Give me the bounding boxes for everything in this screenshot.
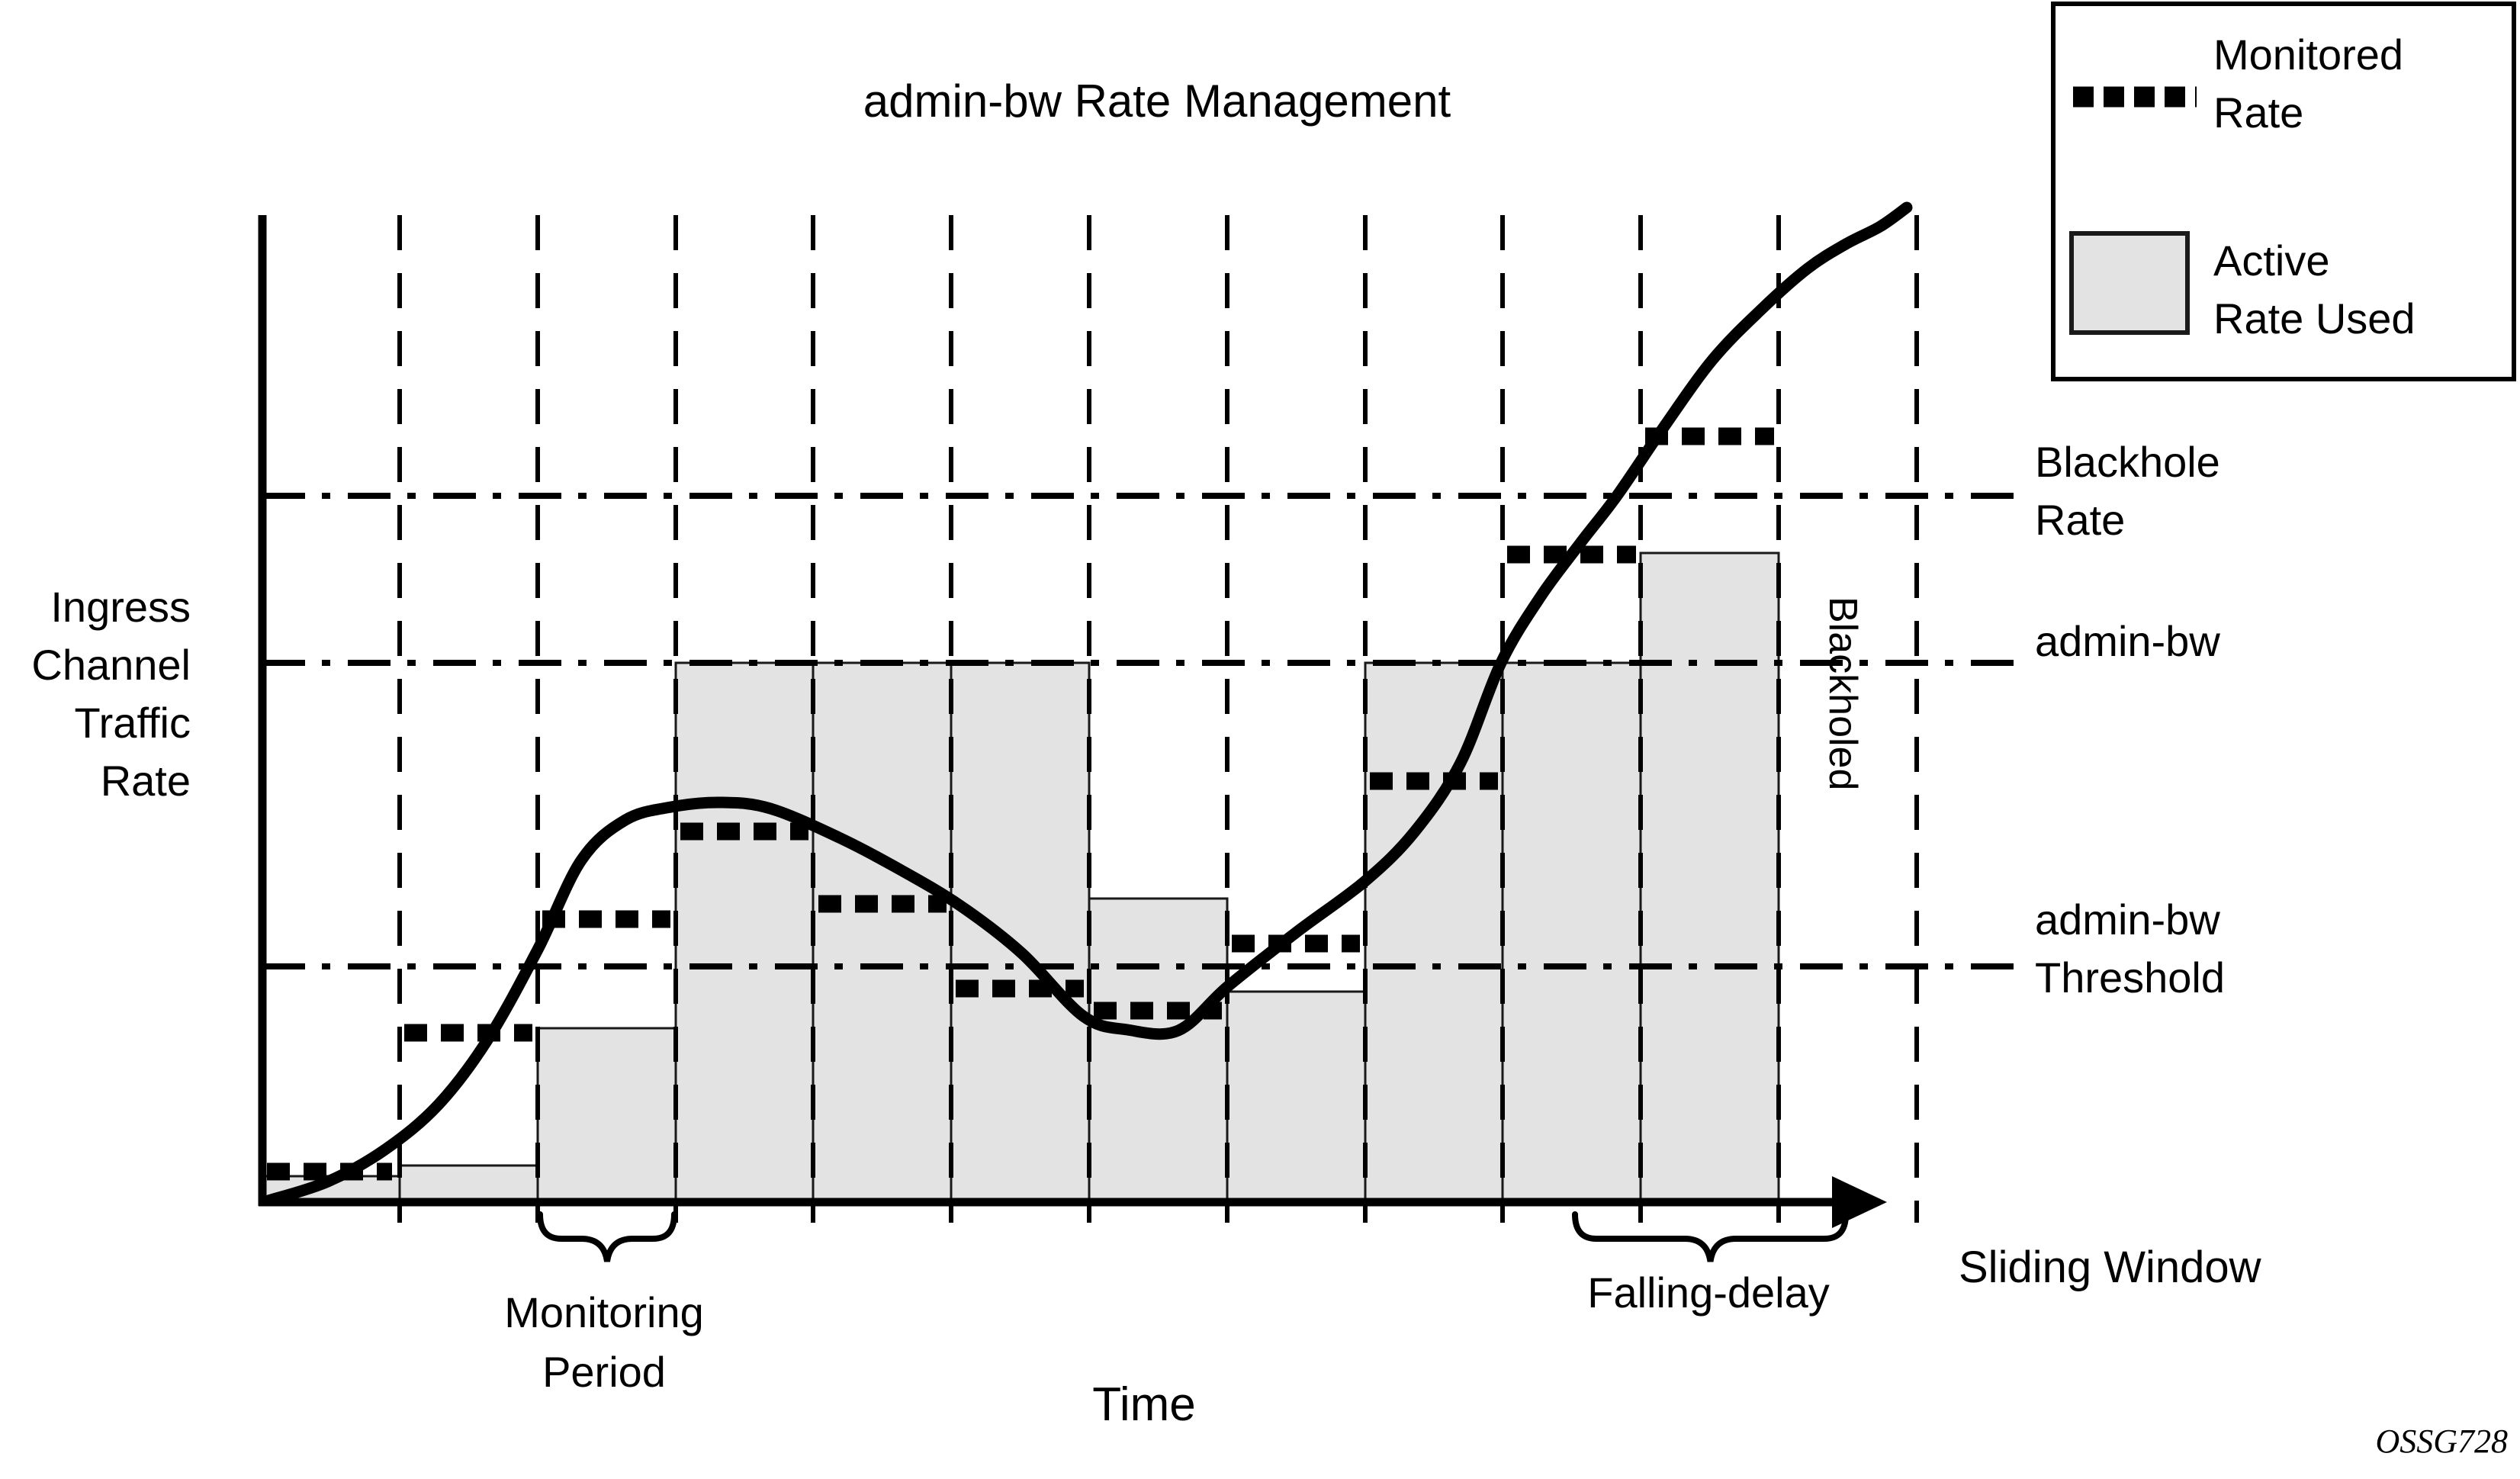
y-axis-label-line: Channel — [31, 641, 191, 689]
brace — [1572, 1211, 1849, 1262]
active-rate-bar — [674, 661, 815, 1206]
sliding-window-label: Sliding Window — [1959, 1243, 2261, 1292]
y-axis-label-line: Traffic — [74, 699, 191, 747]
x-axis-label: Time — [1092, 1378, 1196, 1431]
legend-box — [2051, 2, 2516, 381]
legend-item-active-rate-used: Active Rate Used — [2213, 236, 2416, 342]
admin-bw-label: admin-bw — [2035, 617, 2220, 665]
active-rate-bar — [536, 1027, 677, 1206]
legend-item-monitored-rate: Monitored Rate — [2213, 31, 2404, 137]
falling-delay-label: Falling-delay — [1587, 1268, 1830, 1317]
traffic-rate-curve — [262, 201, 1913, 1207]
active-rate-bar — [1226, 990, 1367, 1206]
y-axis-label-line: Ingress — [50, 583, 191, 631]
brace — [537, 1211, 677, 1262]
blackhole-rate-label: Blackhole Rate — [2035, 438, 2220, 544]
x-axis-arrowhead — [1832, 1176, 1887, 1228]
chart-title: admin-bw Rate Management — [863, 76, 1451, 127]
active-rate-bar — [812, 661, 953, 1206]
blackholed-annotation: Blackholed — [1821, 596, 1865, 791]
y-axis-label: Ingress Channel Traffic Rate — [8, 578, 191, 810]
active-rate-bar — [950, 661, 1091, 1206]
monitoring-period-label: Monitoring Period — [504, 1288, 704, 1396]
active-rate-bar — [1639, 551, 1780, 1206]
active-rate-bar — [1501, 661, 1642, 1206]
legend-filled-swatch — [2069, 231, 2190, 335]
y-axis-label-line: Rate — [100, 757, 191, 805]
active-rate-bar — [1364, 661, 1504, 1206]
figure-id-watermark: OSSG728 — [2375, 1423, 2508, 1460]
active-rate-bar — [1088, 897, 1229, 1206]
admin-bw-threshold-label: admin-bw Threshold — [2035, 895, 2226, 1002]
